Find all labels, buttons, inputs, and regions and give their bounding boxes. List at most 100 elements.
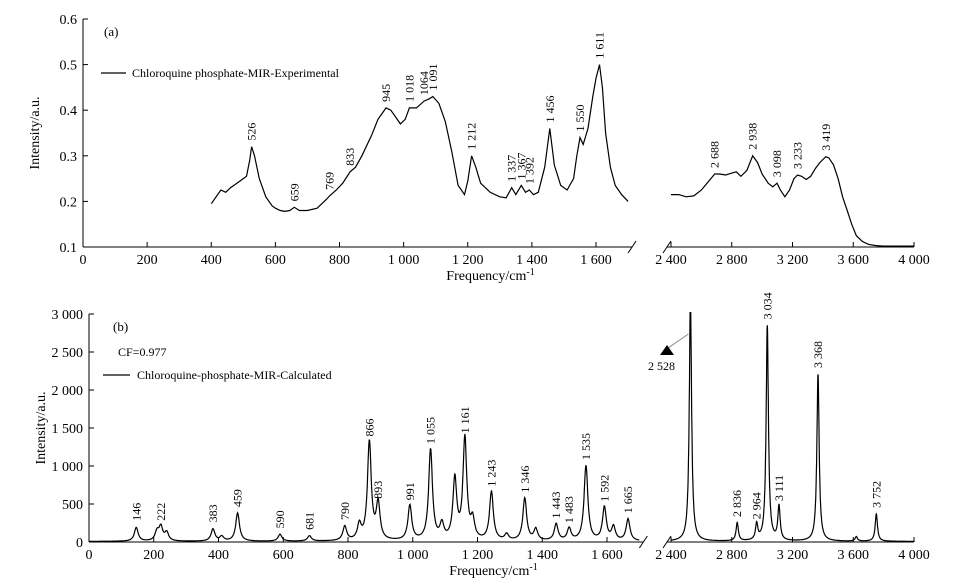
callout-marker-icon — [660, 345, 674, 355]
x-tick-label: 0 — [86, 548, 93, 563]
x-tick-label: 600 — [273, 548, 294, 563]
peak-label: 2 938 — [746, 123, 760, 150]
callout-leader-line — [667, 333, 689, 349]
y-axis-title: Intensity/a.u. — [28, 96, 43, 169]
y-tick-label: 0 — [76, 536, 83, 551]
y-tick-label: 2 000 — [52, 384, 84, 399]
peak-label: 659 — [287, 183, 301, 201]
peak-label: 383 — [206, 504, 220, 522]
peak-label: 991 — [403, 482, 417, 500]
x-tick-label: 2 800 — [716, 548, 748, 563]
y-tick-label: 2 500 — [52, 346, 84, 361]
y-tick-label: 0.5 — [60, 59, 78, 74]
peak-label: 1 018 — [402, 75, 416, 102]
axis-break-mark — [627, 240, 637, 254]
callout-label: 2 528 — [648, 359, 675, 373]
series-line-calculated-low — [89, 433, 640, 542]
peak-label: 1 483 — [562, 496, 576, 523]
peak-label: 1 367 — [514, 152, 528, 179]
panel-label: (a) — [104, 24, 118, 39]
peak-label: 459 — [231, 489, 245, 507]
x-tick-label: 4 000 — [898, 253, 930, 268]
x-tick-label: 1 600 — [580, 253, 612, 268]
y-tick-label: 500 — [62, 498, 83, 513]
axis-break-mark — [662, 535, 672, 549]
peak-label: 1 456 — [543, 95, 557, 122]
x-axis-title: Frequency/cm-1 — [449, 562, 537, 579]
y-tick-label: 3 000 — [52, 308, 84, 323]
y-tick-label: 1 500 — [52, 422, 84, 437]
peak-label: 3 419 — [819, 124, 833, 151]
x-tick-label: 2 400 — [655, 253, 687, 268]
peak-label: 2 688 — [708, 141, 722, 168]
x-tick-label: 3 200 — [777, 253, 809, 268]
y-tick-label: 0.1 — [60, 241, 78, 256]
x-axis-title-superscript: -1 — [529, 562, 537, 573]
peak-label: 526 — [245, 123, 259, 141]
peak-label: 790 — [338, 502, 352, 520]
peak-label: 1 392 — [522, 157, 536, 184]
peak-label: 1 212 — [465, 123, 479, 150]
x-axis-title-superscript: -1 — [526, 267, 534, 278]
y-axis-title: Intensity/a.u. — [34, 391, 49, 464]
x-tick-label: 2 400 — [655, 548, 687, 563]
x-tick-label: 400 — [208, 548, 229, 563]
peak-label: 146 — [129, 503, 143, 521]
x-tick-label: 3 600 — [838, 253, 870, 268]
peak-label: 3 233 — [791, 142, 805, 169]
peak-label: 1 055 — [424, 417, 438, 444]
series-line-experimental-high — [671, 154, 914, 247]
peak-label: 769 — [323, 172, 337, 190]
peak-label: 1 243 — [484, 460, 498, 487]
x-tick-label: 1 600 — [591, 548, 623, 563]
x-tick-label: 1 200 — [462, 548, 494, 563]
peak-label: 1 535 — [579, 433, 593, 460]
peak-label: 3 368 — [811, 341, 825, 368]
x-tick-label: 200 — [143, 548, 164, 563]
x-tick-label: 800 — [338, 548, 359, 563]
peak-label: 2 836 — [730, 490, 744, 517]
peak-label: 2 964 — [750, 492, 764, 519]
panel-label: (b) — [113, 319, 128, 334]
peak-label: 1 346 — [518, 466, 532, 493]
panel-a: 0.1 0.2 0.3 0.4 0.5 0.6 0 200 400 600 800 1 000 1 20… — [28, 13, 930, 284]
axis-break-mark — [662, 240, 672, 254]
y-tick-label: 0.2 — [60, 195, 78, 210]
correction-factor-label: CF=0.977 — [118, 345, 166, 359]
x-tick-label: 400 — [201, 253, 222, 268]
peak-label: 1 443 — [549, 492, 563, 519]
panel-b: 0 500 1 000 1 500 2 000 2 500 3 000 0 200 400 600 8… — [34, 292, 930, 579]
axis-break-mark — [638, 535, 648, 549]
peak-label: 866 — [362, 418, 376, 436]
peak-label: 3 111 — [772, 475, 786, 501]
peak-label: 3 752 — [869, 481, 883, 508]
peak-label: 1064 — [417, 71, 431, 95]
x-axis-title: Frequency/cm-1 — [446, 267, 534, 284]
x-tick-label: 3 200 — [777, 548, 809, 563]
peak-label: 945 — [379, 84, 393, 102]
x-tick-label: 2 800 — [716, 253, 748, 268]
x-tick-label: 4 000 — [898, 548, 930, 563]
x-tick-label: 3 600 — [838, 548, 870, 563]
peak-label: 3 098 — [770, 150, 784, 177]
x-tick-label: 800 — [329, 253, 350, 268]
peak-label: 3 034 — [760, 292, 774, 319]
peak-label: 681 — [302, 512, 316, 530]
legend-label: Chloroquine phosphate-MIR-Experimental — [132, 66, 340, 80]
x-tick-label: 1 000 — [388, 253, 420, 268]
peak-label: 1 611 — [593, 32, 607, 59]
x-tick-label: 200 — [137, 253, 158, 268]
x-tick-label: 1 400 — [527, 548, 559, 563]
x-tick-label: 1 200 — [452, 253, 484, 268]
peak-label: 590 — [273, 510, 287, 528]
x-tick-label: 600 — [265, 253, 286, 268]
x-tick-label: 1 400 — [516, 253, 548, 268]
peak-label: 222 — [154, 503, 168, 521]
y-tick-label: 0.6 — [60, 13, 78, 28]
series-line-experimental-low — [210, 64, 629, 213]
peak-label: 893 — [371, 481, 385, 499]
peak-label: 1 337 — [505, 155, 519, 182]
peak-label: 1 161 — [458, 406, 472, 433]
peak-label: 1 091 — [426, 64, 440, 91]
